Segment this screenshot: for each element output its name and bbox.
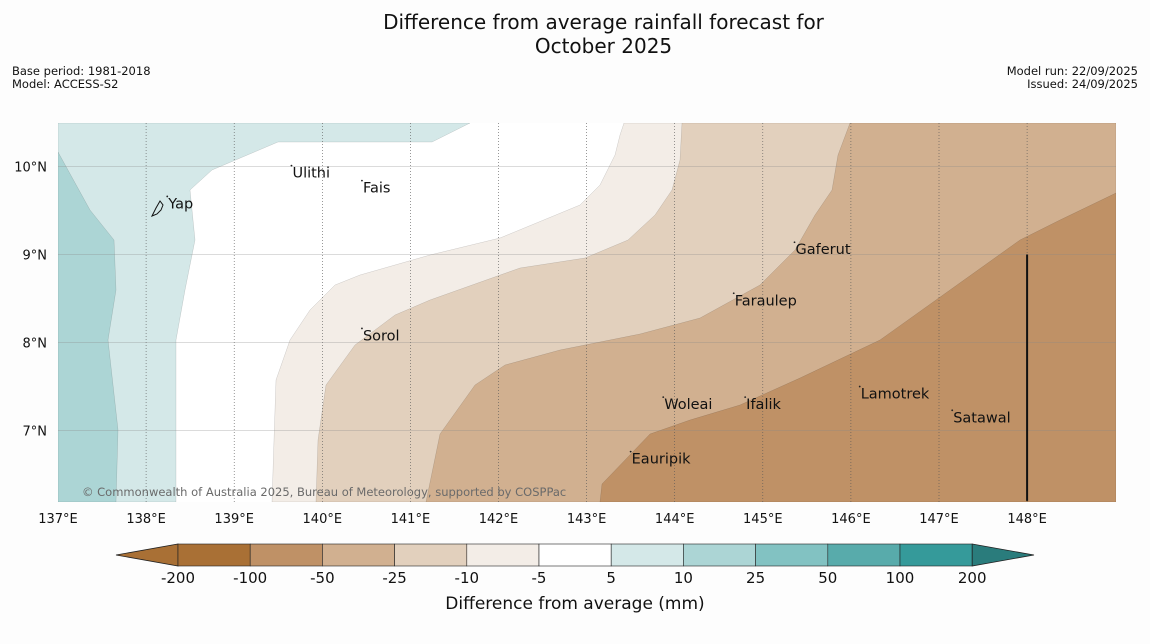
place-label: Faraulep (735, 293, 797, 309)
place-label: Fais (363, 181, 390, 197)
place-label: Sorol (363, 328, 400, 344)
place-label: Woleai (664, 397, 712, 413)
model-name: Model: ACCESS-S2 (12, 77, 119, 91)
latitude-axis: 7°N 8°N 9°N 10°N (14, 161, 47, 440)
place-label: Ulithi (292, 166, 330, 182)
colorbar-extend-low (115, 543, 179, 567)
title-line-1: Difference from average rainfall forecas… (383, 10, 824, 34)
colorbar-tick-label: -5 (532, 569, 547, 587)
zone-plus-5-10 (58, 123, 471, 502)
colorbar-segment (322, 543, 395, 567)
zone-plus-10-25 (58, 151, 119, 502)
colorbar-tick-label: 10 (674, 569, 693, 587)
place-sorol: Sorol (361, 327, 400, 344)
model-run: Model run: 22/09/2025 (1006, 64, 1138, 78)
place-dot (361, 327, 363, 330)
colorbar-tick-label: 5 (606, 569, 616, 587)
place-dot (951, 409, 954, 412)
place-satawal: Satawal (951, 409, 1011, 426)
place-lamotrek: Lamotrek (858, 385, 930, 403)
longitude-tick-label: 148°E (1007, 512, 1047, 527)
place-eauripik: Eauripik (629, 450, 691, 468)
longitude-tick-label: 141°E (391, 512, 431, 527)
colorbar-extend-high (971, 543, 1035, 567)
copyright-text: © Commonwealth of Australia 2025, Bureau… (82, 485, 566, 499)
colorbar-segment (827, 543, 901, 567)
place-woleai: Woleai (662, 396, 712, 413)
colorbar-tick-label: -25 (382, 569, 407, 587)
colorbar-tick-label: -200 (161, 569, 195, 587)
place-ulithi: Ulithi (290, 164, 330, 182)
place-label: Eauripik (632, 452, 691, 468)
issued-date: Issued: 24/09/2025 (1027, 77, 1138, 91)
colorbar-segment (899, 543, 973, 567)
place-dot (744, 396, 747, 398)
place-label: Lamotrek (861, 387, 930, 403)
place-label: Ifalik (746, 397, 781, 413)
place-dot (793, 241, 796, 244)
longitude-axis: 137°E 138°E 139°E 140°E 141°E 142°E 143°E 144°E… (38, 512, 1047, 527)
map-figure: Yap Ulithi Fais Gaferut Faraulep Sorol Woleai I… (14, 123, 1116, 527)
colorbar-tick-label: 100 (886, 569, 915, 587)
place-faraulep: Faraulep (732, 292, 797, 309)
base-period: Base period: 1981-2018 (12, 64, 151, 78)
colorbar-tick-label: 25 (746, 569, 765, 587)
colorbar-tick-label: -100 (233, 569, 267, 587)
place-label: Yap (167, 196, 193, 212)
colorbar-segment (249, 543, 323, 567)
colorbar-tick-label: 200 (958, 569, 987, 587)
place-label: Satawal (953, 410, 1010, 426)
longitude-tick-label: 138°E (126, 512, 166, 527)
zone-minus-50-100 (599, 192, 1116, 502)
longitude-tick-label: 142°E (479, 512, 519, 527)
place-dot (662, 396, 665, 398)
colorbar-segment (538, 543, 612, 567)
colorbar-tick-label: -10 (455, 569, 480, 587)
colorbar-segment (177, 543, 251, 567)
longitude-tick-label: 143°E (567, 512, 607, 527)
place-label: Gaferut (796, 242, 851, 258)
place-dot (361, 179, 363, 182)
place-fais: Fais (361, 179, 390, 197)
longitude-tick-label: 137°E (38, 512, 78, 527)
latitude-tick-label: 7°N (23, 425, 48, 440)
yap-island-outline (150, 200, 164, 217)
longitude-tick-label: 139°E (214, 512, 254, 527)
colorbar-segment (466, 543, 540, 567)
longitude-tick-label: 140°E (303, 512, 343, 527)
longitude-tick-label: 144°E (655, 512, 695, 527)
colorbar-title: Difference from average (mm) (445, 594, 705, 614)
colorbar-segment (683, 543, 756, 567)
place-gaferut: Gaferut (793, 241, 851, 258)
place-dot (166, 195, 169, 198)
place-yap: Yap (166, 195, 193, 212)
title-line-2: October 2025 (534, 34, 673, 58)
colorbar-segment (610, 543, 684, 567)
place-markers: Yap Ulithi Fais Gaferut Faraulep Sorol Woleai I… (166, 164, 1011, 468)
place-dot (858, 385, 861, 388)
meta-right: Model run: 22/09/2025 Issued: 24/09/2025 (1007, 65, 1138, 91)
colorbar-segment (394, 543, 468, 567)
latitude-tick-label: 10°N (14, 161, 47, 176)
place-dot (629, 450, 632, 453)
colorbar-segment (755, 543, 829, 567)
place-dot (732, 292, 735, 295)
longitude-tick-label: 146°E (831, 512, 871, 527)
longitude-tick-label: 145°E (743, 512, 783, 527)
colorbar-tick-label: 50 (818, 569, 837, 587)
latitude-tick-label: 9°N (23, 249, 48, 264)
chart-title: Difference from average rainfall forecas… (0, 10, 1150, 58)
latitude-tick-label: 8°N (23, 337, 48, 352)
place-dot (290, 164, 293, 167)
longitude-tick-label: 147°E (919, 512, 959, 527)
colorbar-tick-label: -50 (310, 569, 335, 587)
meta-left: Base period: 1981-2018 Model: ACCESS-S2 (12, 65, 151, 91)
place-ifalik: Ifalik (744, 396, 782, 413)
